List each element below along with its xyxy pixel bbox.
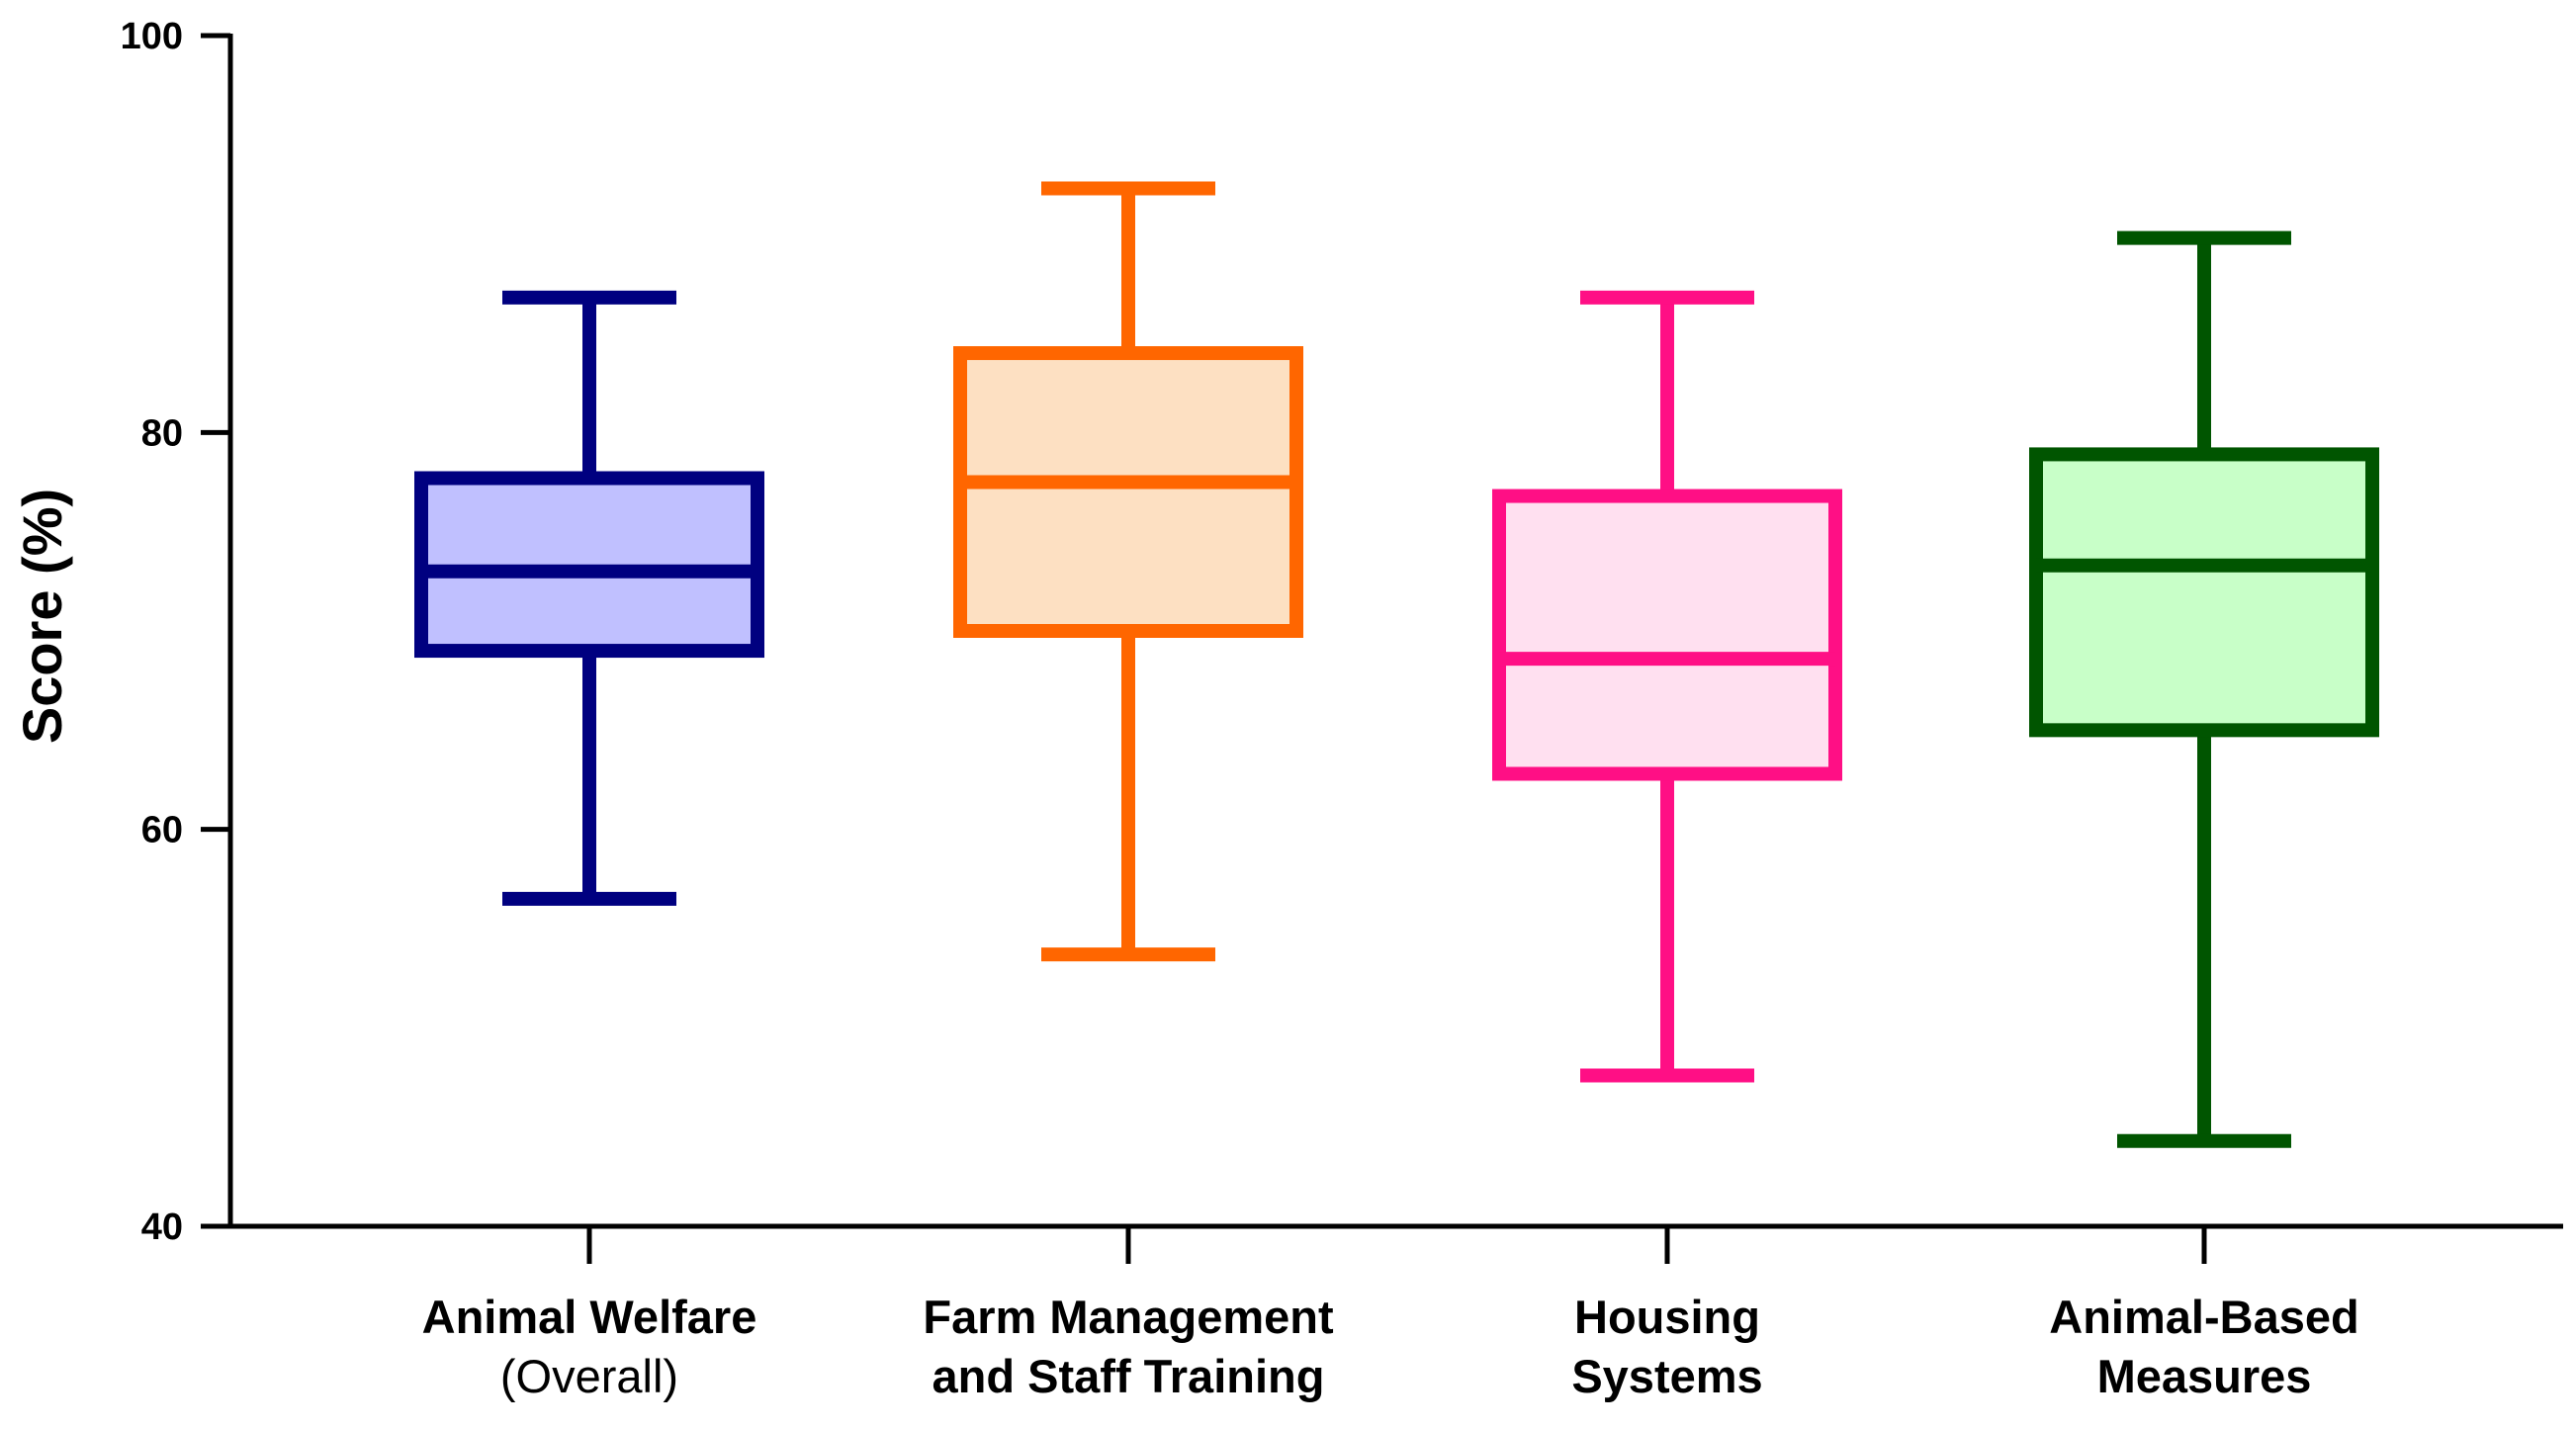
y-tick-label: 80 [141, 412, 183, 454]
category-label: (Overall) [500, 1350, 678, 1402]
category-label: Housing [1574, 1291, 1760, 1343]
axes: 40 60 80 100 [121, 16, 2563, 1264]
category-label: Animal-Based [2049, 1291, 2358, 1343]
iqr-box [953, 346, 1303, 638]
box-group [2029, 230, 2379, 1148]
box-group [414, 290, 764, 906]
y-tick-label: 40 [141, 1207, 183, 1248]
category-label: and Staff Training [933, 1350, 1325, 1402]
box-group [1492, 290, 1842, 1083]
category-label: Farm Management [923, 1291, 1334, 1343]
category-label: Measures [2097, 1350, 2312, 1402]
y-tick-label: 100 [121, 16, 183, 57]
y-tick-label: 60 [141, 810, 183, 851]
iqr-box [1492, 489, 1842, 781]
y-axis-title: Score (%) [11, 489, 73, 744]
iqr-box [414, 471, 764, 659]
category-label: Systems [1571, 1350, 1762, 1402]
box-group [953, 181, 1303, 962]
labels: Animal Welfare (Overall) Farm Management an… [422, 1291, 2359, 1402]
category-label: Animal Welfare [422, 1291, 757, 1343]
boxes [414, 181, 2379, 1148]
iqr-box [2029, 447, 2379, 738]
